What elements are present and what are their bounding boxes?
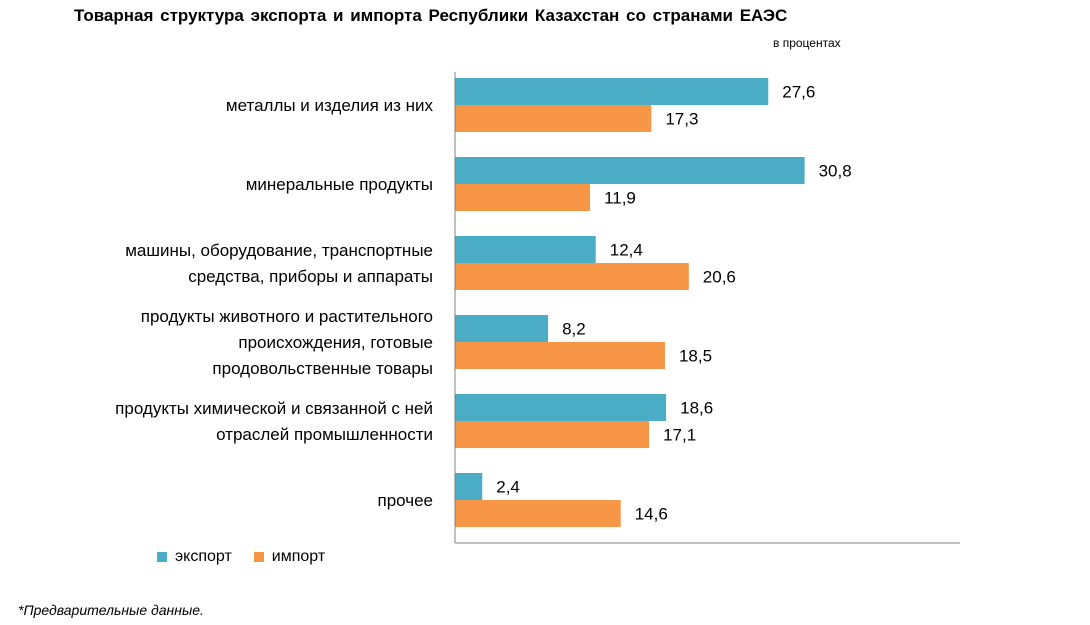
value-label-export-2: 12,4 <box>610 241 643 260</box>
category-label-0: металлы и изделия из них <box>226 96 434 115</box>
bar-export-0 <box>455 78 769 105</box>
category-label-3: продукты животного и растительного происх… <box>141 307 433 378</box>
legend-label-import: импорт <box>271 548 326 565</box>
bar-export-3 <box>455 315 549 342</box>
value-label-export-3: 8,2 <box>562 320 586 339</box>
bar-import-4 <box>455 421 650 448</box>
value-label-import-4: 17,1 <box>663 426 696 445</box>
legend-label-export: экспорт <box>175 548 232 565</box>
category-label-5: прочее <box>377 491 433 510</box>
footnote: *Предварительные данные. <box>18 602 204 618</box>
value-label-export-5: 2,4 <box>496 478 520 497</box>
bar-import-3 <box>455 342 665 369</box>
bar-import-2 <box>455 263 689 290</box>
category-label-1: минеральные продукты <box>246 175 433 194</box>
legend-swatch-export <box>157 552 167 562</box>
value-label-import-0: 17,3 <box>665 110 698 129</box>
value-label-export-1: 30,8 <box>819 162 852 181</box>
bar-export-1 <box>455 157 805 184</box>
bar-import-0 <box>455 105 652 132</box>
value-label-export-0: 27,6 <box>782 83 815 102</box>
chart-title: Товарная структура экспорта и импорта Ре… <box>74 6 788 25</box>
bar-export-4 <box>455 394 667 421</box>
bar-export-5 <box>455 473 483 500</box>
category-label-4: продукты химической и связанной с ней отр… <box>115 399 433 444</box>
bar-import-1 <box>455 184 591 211</box>
value-label-export-4: 18,6 <box>680 399 713 418</box>
bar-import-5 <box>455 500 621 527</box>
legend-item-export: экспорт <box>157 548 232 566</box>
value-label-import-2: 20,6 <box>703 268 736 287</box>
value-label-import-5: 14,6 <box>635 505 668 524</box>
chart-subtitle: в процентах <box>773 36 841 50</box>
value-label-import-1: 11,9 <box>604 189 636 208</box>
category-label-2: машины, оборудование, транспортные средст… <box>125 241 433 286</box>
bar-export-2 <box>455 236 596 263</box>
value-label-import-3: 18,5 <box>679 347 712 366</box>
legend: экспорт импорт <box>157 548 347 566</box>
legend-swatch-import <box>253 552 264 562</box>
legend-item-import: импорт <box>253 548 326 566</box>
